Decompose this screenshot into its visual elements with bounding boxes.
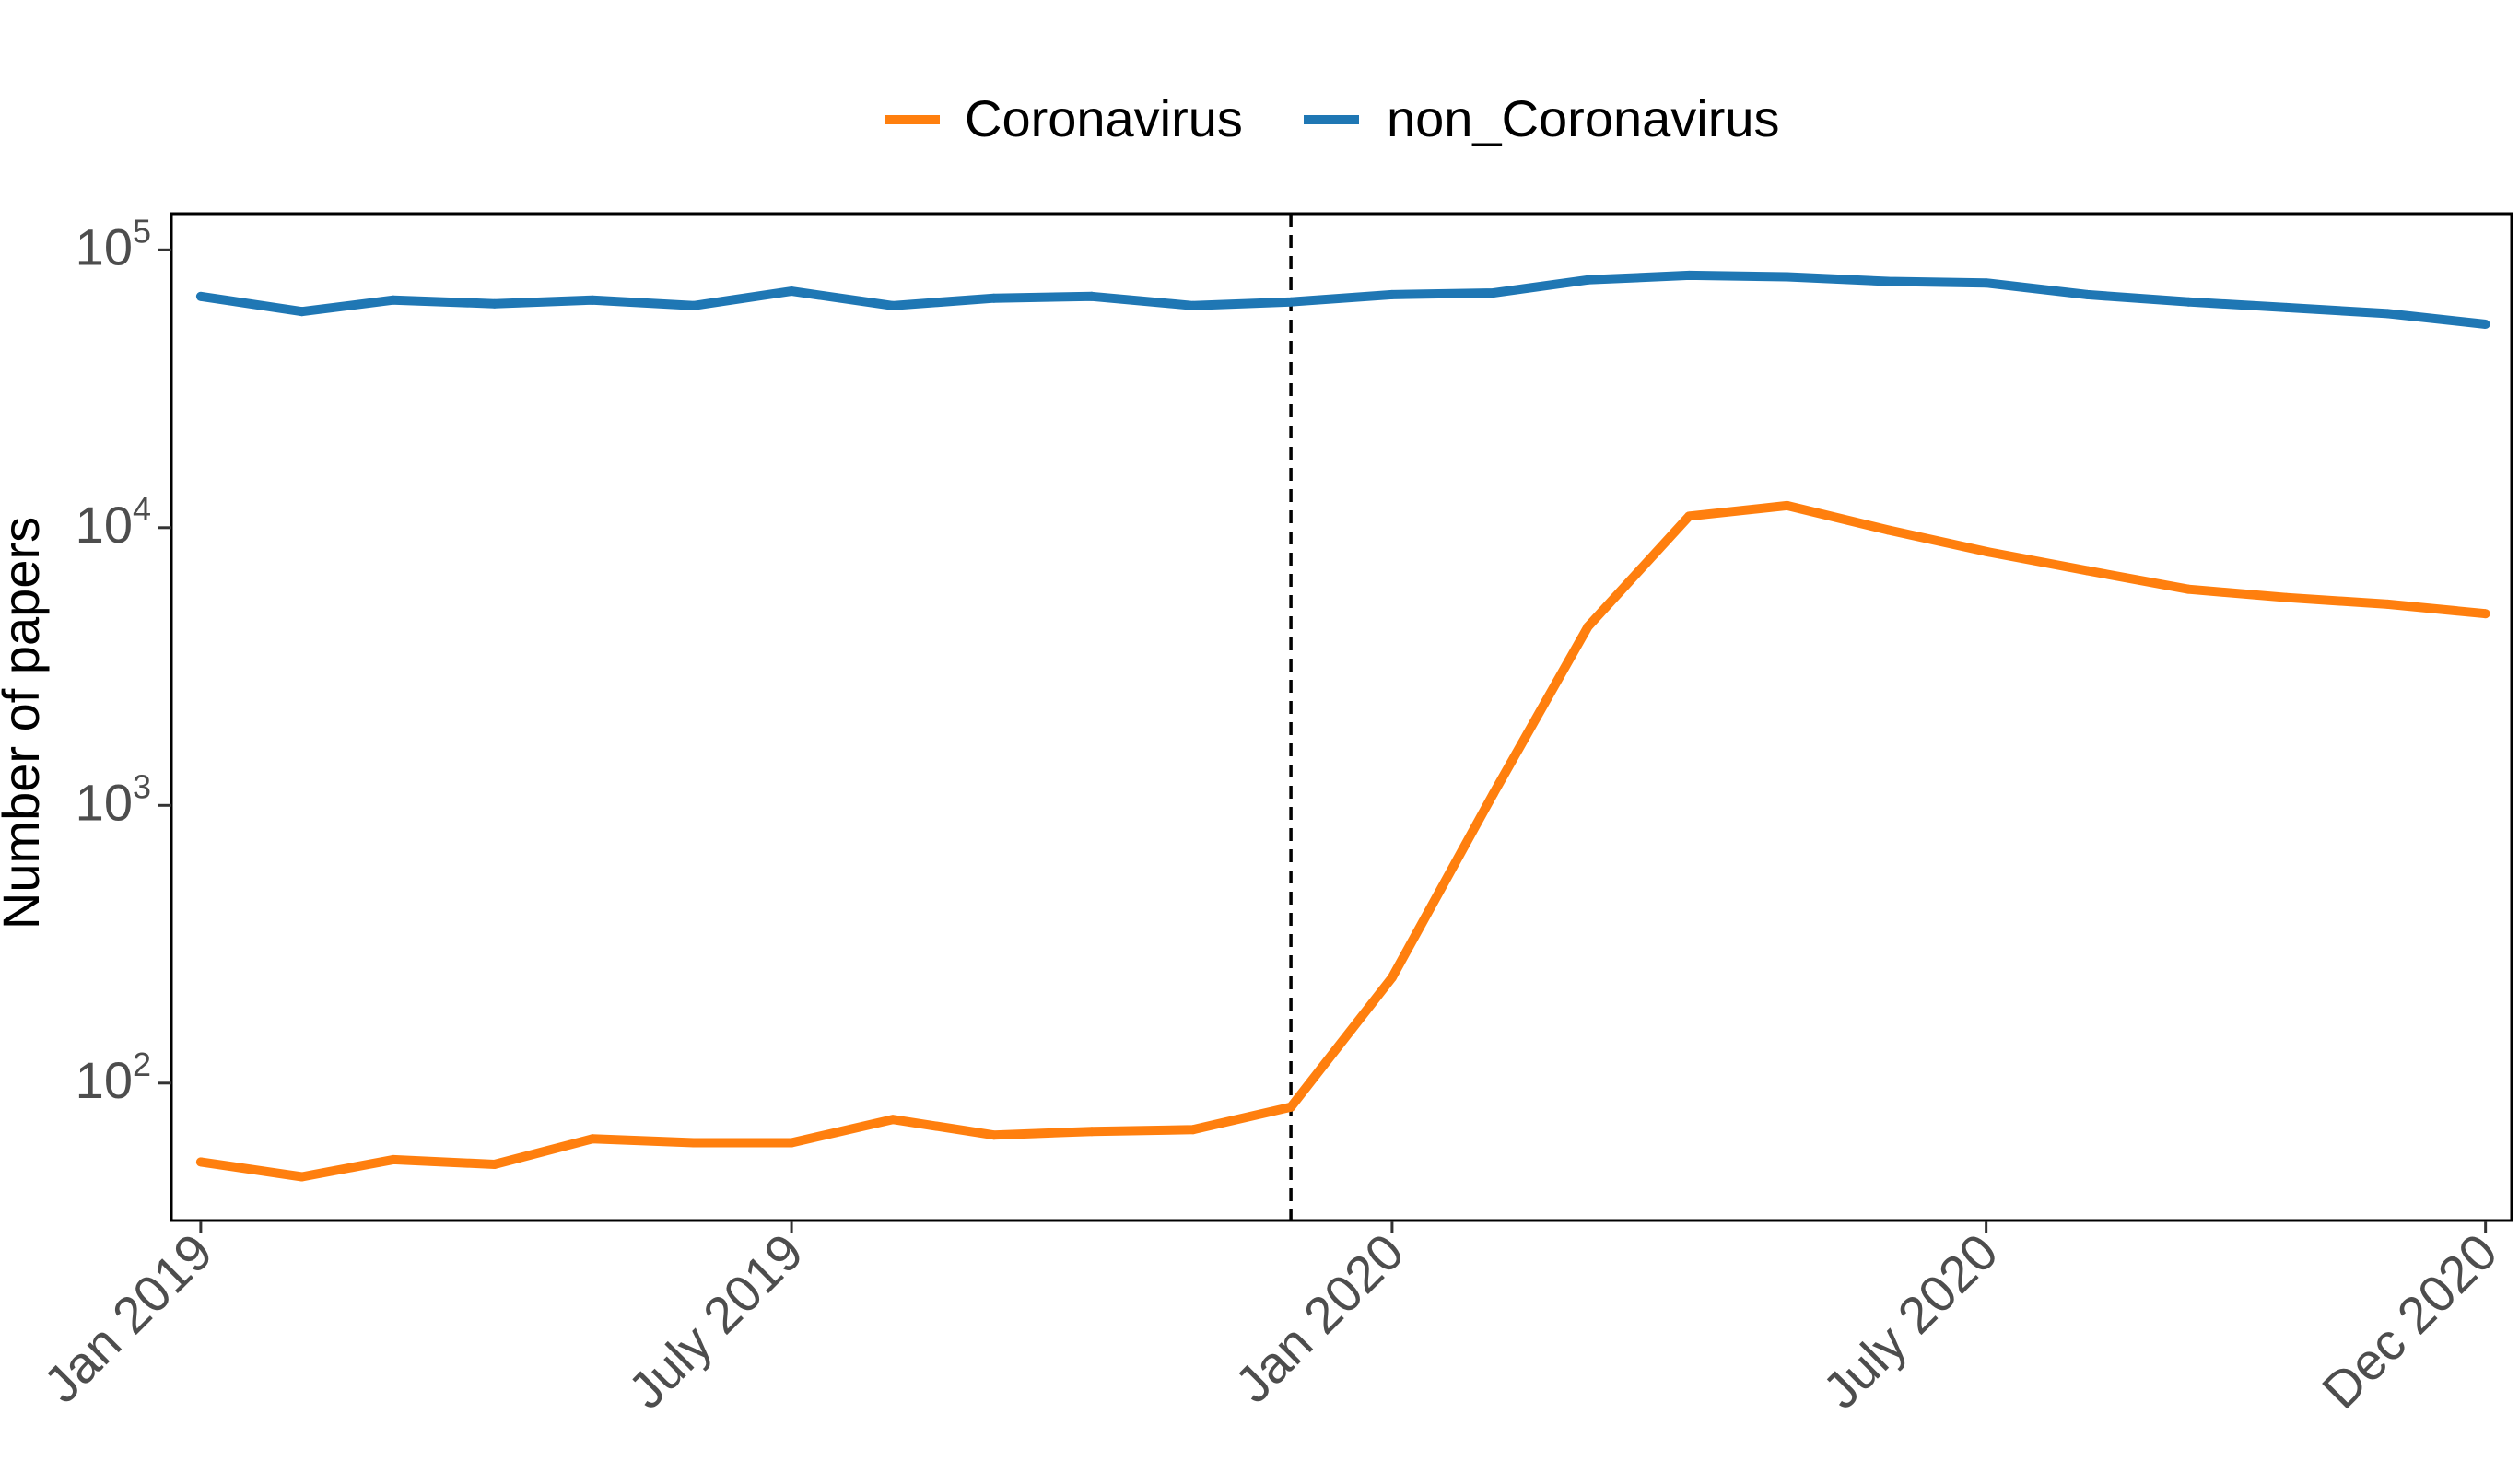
y-tick-label: 104: [76, 490, 151, 554]
y-axis-title: Number of papers: [0, 517, 50, 929]
data-point: [388, 1154, 398, 1164]
legend-label-coronavirus: Coronavirus: [965, 89, 1243, 147]
y-tick-label: 103: [76, 767, 151, 831]
data-point: [688, 300, 698, 310]
data-point: [1387, 289, 1397, 299]
data-point: [787, 286, 797, 297]
data-point: [1981, 278, 1991, 288]
data-point: [1782, 500, 1792, 510]
data-point: [2383, 309, 2393, 319]
data-point: [2082, 566, 2092, 576]
data-point: [1188, 300, 1198, 310]
data-point: [2281, 302, 2291, 312]
data-point: [1086, 1127, 1096, 1137]
plot-border: [170, 212, 2513, 1222]
data-point: [195, 291, 205, 301]
data-point: [195, 1157, 205, 1167]
data-point: [489, 298, 499, 309]
data-point: [1387, 973, 1397, 983]
data-point: [887, 1115, 897, 1125]
data-point: [1286, 297, 1296, 307]
data-point: [989, 293, 999, 303]
data-point: [2383, 599, 2393, 609]
data-point: [1086, 291, 1096, 301]
data-point: [989, 1130, 999, 1140]
data-point: [1981, 546, 1991, 556]
data-point: [2184, 584, 2194, 594]
data-point: [2184, 297, 2194, 307]
data-point: [587, 295, 597, 305]
data-point: [1188, 1125, 1198, 1135]
data-point: [1286, 1102, 1296, 1112]
data-point: [1782, 272, 1792, 282]
data-point: [787, 1138, 797, 1148]
legend-label-non-coronavirus: non_Coronavirus: [1387, 89, 1779, 147]
data-point: [1488, 789, 1498, 799]
data-point: [1488, 287, 1498, 298]
data-point: [1583, 275, 1593, 285]
y-tick-label: 105: [76, 212, 151, 275]
data-point: [1583, 622, 1593, 632]
data-point: [1684, 511, 1694, 521]
data-point: [688, 1138, 698, 1148]
data-point: [388, 295, 398, 305]
data-point: [887, 300, 897, 310]
data-point: [297, 307, 307, 317]
data-point: [1684, 270, 1694, 280]
data-point: [297, 1172, 307, 1182]
series-line-coronavirus: [200, 500, 2487, 1182]
data-point: [2281, 592, 2291, 602]
series-line-non-coronavirus: [200, 270, 2487, 329]
y-tick-label: 102: [76, 1046, 151, 1109]
data-point: [1883, 276, 1893, 286]
data-point: [587, 1134, 597, 1144]
data-point: [2082, 289, 2092, 299]
data-point: [2480, 609, 2490, 619]
data-point: [489, 1159, 499, 1169]
legend: Coronavirus non_Coronavirus: [885, 89, 1779, 147]
data-point: [1883, 525, 1893, 535]
data-point: [2480, 319, 2490, 329]
plot-area: [195, 214, 2490, 1221]
